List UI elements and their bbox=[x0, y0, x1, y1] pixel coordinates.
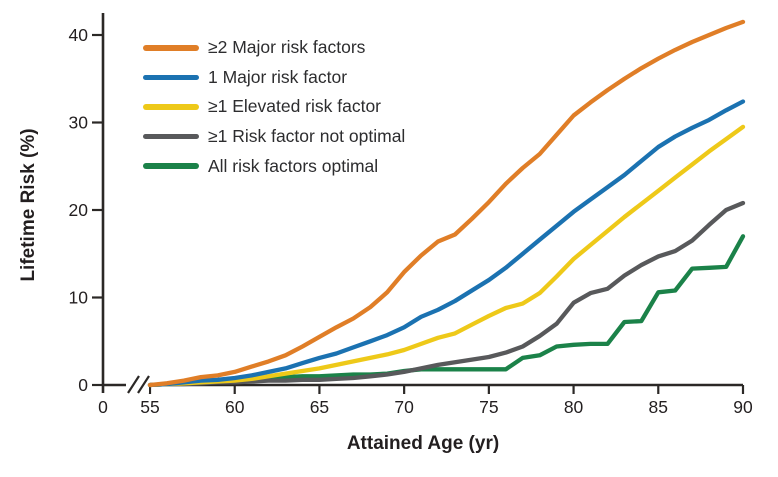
x-tick-label: 85 bbox=[649, 397, 668, 417]
y-tick-label: 10 bbox=[69, 288, 89, 308]
legend-item-label: ≥2 Major risk factors bbox=[208, 37, 366, 58]
legend-line-swatch-icon bbox=[143, 133, 199, 140]
legend-item: ≥2 Major risk factors bbox=[143, 33, 405, 63]
legend-line-swatch-icon bbox=[143, 45, 199, 51]
legend-item-label: ≥1 Risk factor not optimal bbox=[208, 126, 406, 147]
legend-item-label: 1 Major risk factor bbox=[208, 66, 348, 87]
legend-item: ≥1 Elevated risk factor bbox=[143, 92, 405, 122]
y-tick-label: 20 bbox=[69, 200, 89, 220]
series-line--1-elevated-risk-factor bbox=[147, 124, 746, 388]
legend-item: All risk factors optimal bbox=[143, 151, 405, 181]
legend-item: ≥1 Risk factor not optimal bbox=[143, 122, 405, 152]
x-tick-label: 60 bbox=[225, 397, 245, 417]
y-tick-label: 30 bbox=[69, 113, 89, 133]
series-line-1-major-risk-factor bbox=[147, 99, 746, 388]
x-tick-label: 90 bbox=[733, 397, 753, 417]
x-axis-title: Attained Age (yr) bbox=[346, 433, 500, 454]
legend-line-swatch-icon bbox=[143, 163, 199, 169]
x-origin-label: 0 bbox=[98, 397, 108, 417]
legend-line-swatch-icon bbox=[143, 104, 199, 110]
legend-item-label: ≥1 Elevated risk factor bbox=[208, 96, 382, 117]
axis-break-slash bbox=[127, 375, 140, 394]
axis-break-slash bbox=[137, 375, 150, 394]
x-tick-label: 75 bbox=[479, 397, 498, 417]
series-line--2-major-risk-factors bbox=[147, 19, 746, 388]
x-tick-label: 70 bbox=[394, 397, 414, 417]
chart-legend: ≥2 Major risk factors 1 Major risk factor… bbox=[143, 33, 405, 181]
x-tick-label: 80 bbox=[564, 397, 584, 417]
y-axis-title: Lifetime Risk (%) bbox=[18, 128, 39, 282]
series-line--1-risk-factor-not-optimal bbox=[147, 200, 746, 388]
legend-item: 1 Major risk factor bbox=[143, 63, 405, 93]
legend-line-swatch-icon bbox=[143, 74, 199, 81]
x-tick-label: 65 bbox=[310, 397, 329, 417]
legend-item-label: All risk factors optimal bbox=[208, 155, 379, 176]
y-tick-label: 40 bbox=[69, 25, 89, 45]
x-tick-label: 55 bbox=[140, 397, 159, 417]
y-tick-label: 0 bbox=[78, 375, 88, 395]
